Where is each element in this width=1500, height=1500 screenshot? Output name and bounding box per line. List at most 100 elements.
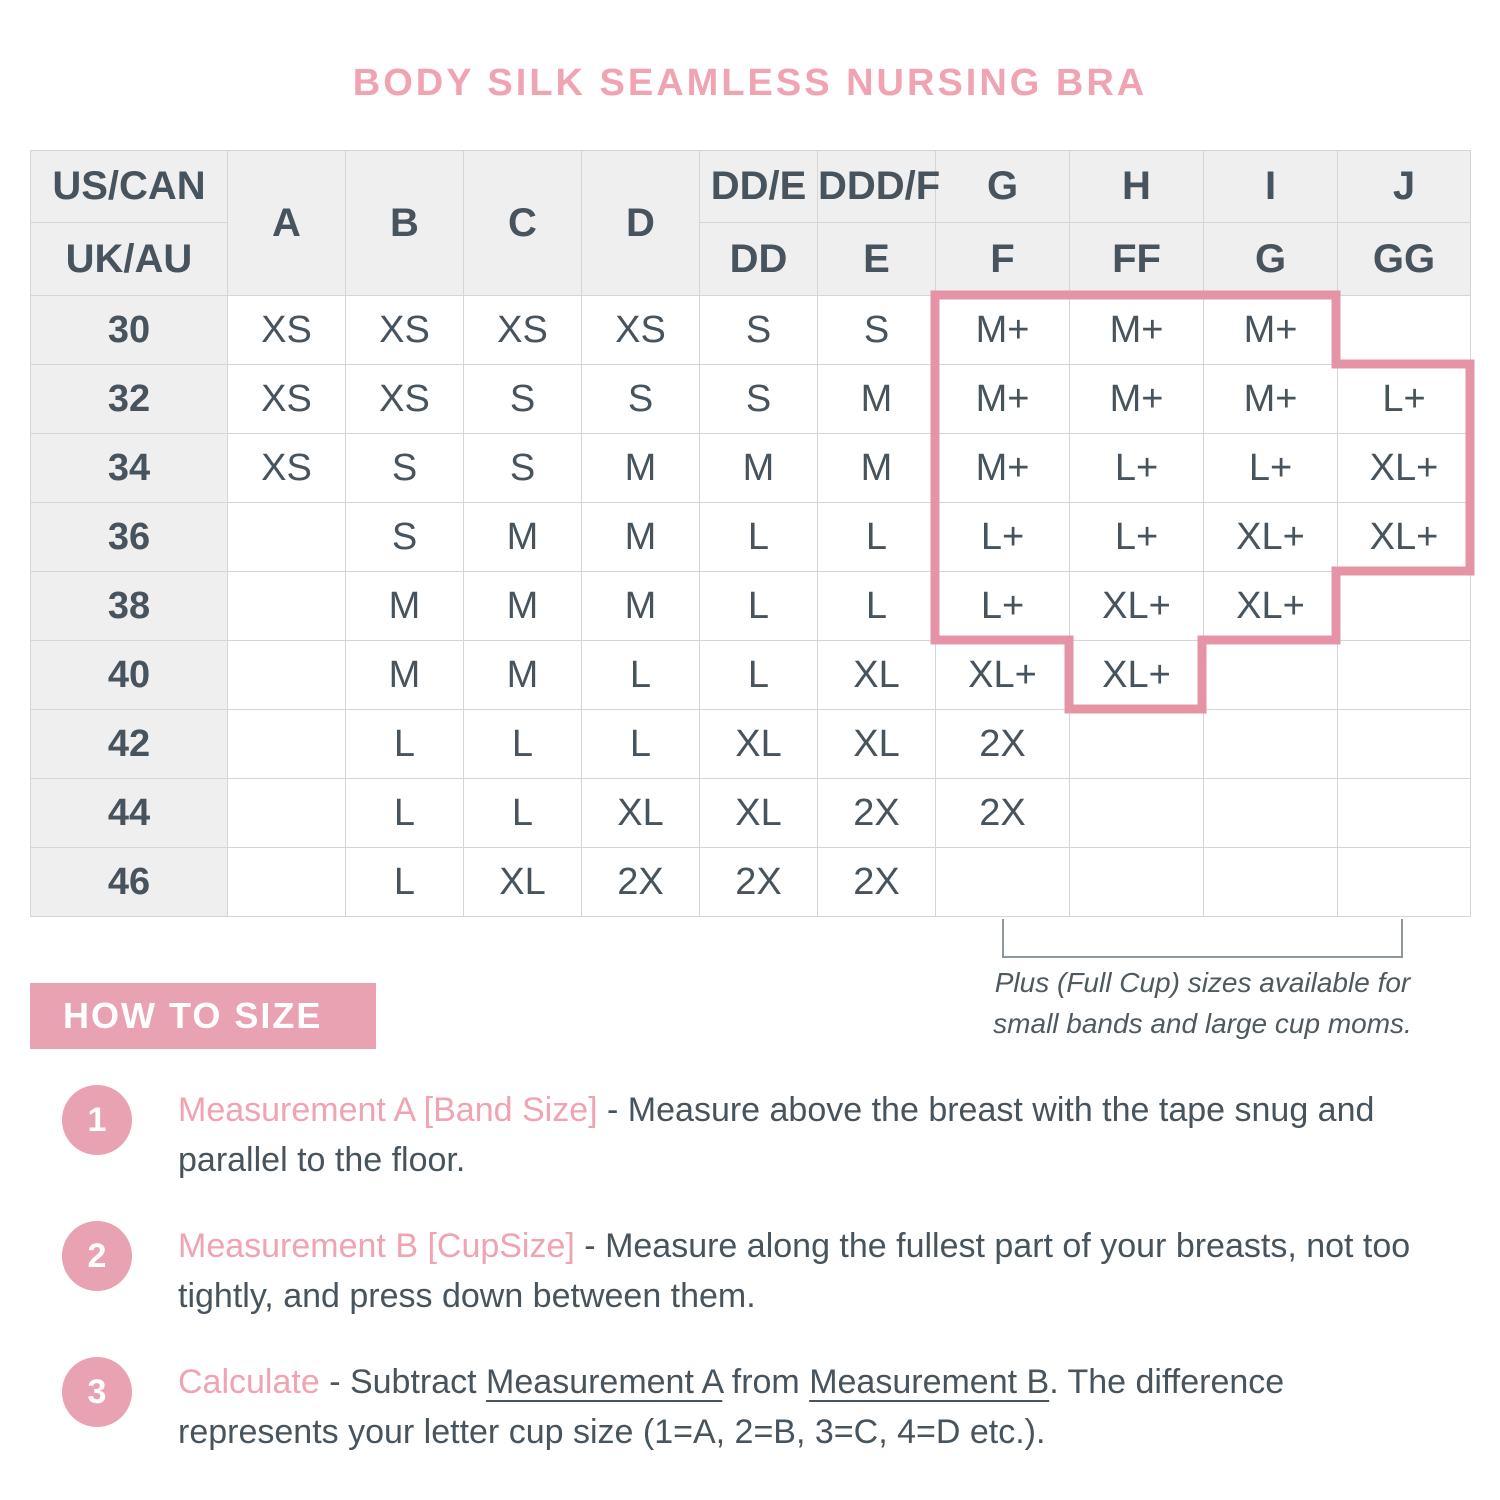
table-row-band-38: 38 M M M L L L+ XL+ XL+ [30,571,1471,641]
size-cell: XS [581,295,700,365]
step-1-body: Measure above the breast with the tape s… [178,1091,1375,1179]
size-cell: XS [345,364,464,434]
size-cell: L [581,709,700,779]
size-cell: 2X [699,847,818,917]
size-cell: M [817,364,936,434]
cup-col-dde-uk: DD [699,222,818,296]
size-cell: S [581,364,700,434]
header-row-us: US/CAN A B C D DD/E DDD/F G H I J [30,150,1471,296]
header-row-uk: UK/AU DD E F FF G GG [30,222,1471,296]
cup-col-dddf-uk: E [817,222,936,296]
size-cell: M+ [1203,295,1338,365]
size-cell [1069,847,1204,917]
size-cell: 2X [581,847,700,917]
cup-col-a: A [227,150,346,296]
size-cell: XL+ [935,640,1070,710]
step-2: 2 Measurement B [CupSize] - Measure alon… [62,1221,1450,1321]
plus-sizes-note-line1: Plus (Full Cup) sizes available for [994,967,1411,998]
step-2-separator: - [574,1227,606,1265]
step-3-number-badge: 3 [62,1357,132,1427]
size-cell [1337,571,1471,641]
underlined-measurement-b: Measurement B [809,1363,1050,1401]
band-size-label: 34 [30,433,228,503]
size-cell: L [463,709,582,779]
cup-col-g-uk: F [935,222,1070,296]
size-cell: XL [699,709,818,779]
size-cell: 2X [935,709,1070,779]
band-size-label: 46 [30,847,228,917]
size-cell: XL+ [1069,640,1204,710]
size-cell: S [463,433,582,503]
size-cell: XS [463,295,582,365]
size-cell: M [581,433,700,503]
size-cell: M+ [1203,364,1338,434]
size-cell: S [699,364,818,434]
cup-col-dde-us: DD/E [699,150,818,223]
step-2-body: Measure along the fullest part of your b… [178,1227,1411,1315]
band-size-label: 40 [30,640,228,710]
plus-sizes-note-line2: small bands and large cup moms. [993,1008,1412,1039]
step-1-text: Measurement A [Band Size] - Measure abov… [178,1085,1448,1185]
region-label-us-can: US/CAN [30,150,228,223]
size-cell [227,847,346,917]
size-cell: L [463,778,582,848]
band-size-label: 42 [30,709,228,779]
step-1-number-badge: 1 [62,1085,132,1155]
size-cell: XS [345,295,464,365]
size-cell: L [817,571,936,641]
step-3-body-segment: Subtract [349,1363,487,1401]
step-2-text: Measurement B [CupSize] - Measure along … [178,1221,1448,1321]
size-cell: XL+ [1069,571,1204,641]
size-cell: L+ [935,571,1070,641]
plus-sizes-note: Plus (Full Cup) sizes available for smal… [960,962,1445,1044]
table-row-band-46: 46 L XL 2X 2X 2X [30,847,1471,917]
region-label-uk-au: UK/AU [30,222,228,296]
size-cell: M [463,502,582,572]
step-2-number-badge: 2 [62,1221,132,1291]
cup-col-i-us: I [1203,150,1338,223]
size-cell: L [817,502,936,572]
size-cell: XL+ [1203,502,1338,572]
size-cell [1203,847,1338,917]
size-cell: M [345,640,464,710]
size-cell [227,709,346,779]
size-cell: L+ [1069,433,1204,503]
step-1-separator: - [597,1091,628,1129]
step-3: 3 Calculate - Subtract Measurement A fro… [62,1357,1450,1457]
size-cell: L [699,571,818,641]
size-cell: L [345,778,464,848]
size-cell: M [581,502,700,572]
size-cell: L+ [1203,433,1338,503]
size-cell [227,778,346,848]
size-cell: M [345,571,464,641]
cup-col-h-us: H [1069,150,1204,223]
size-cell [1203,640,1338,710]
size-cell: S [345,502,464,572]
size-cell [1203,778,1338,848]
cup-col-b: B [345,150,464,296]
size-cell [227,571,346,641]
table-row-band-34: 34 XS S S M M M M+ L+ L+ XL+ [30,433,1471,503]
size-cell [1069,778,1204,848]
cup-col-c: C [463,150,582,296]
band-size-label: 32 [30,364,228,434]
size-cell: M [463,640,582,710]
size-cell: XL [817,640,936,710]
size-cell [1337,640,1471,710]
band-size-label: 44 [30,778,228,848]
cup-col-h-uk: FF [1069,222,1204,296]
cup-col-dddf-us: DDD/F [817,150,940,223]
size-cell: S [345,433,464,503]
step-3-body-segment: . The difference represents your letter … [178,1363,1285,1451]
size-cell: S [463,364,582,434]
size-cell: L+ [1337,364,1471,434]
step-3-text: Calculate - Subtract Measurement A from … [178,1357,1448,1457]
size-cell: L [699,640,818,710]
step-2-title: Measurement B [CupSize] [178,1227,575,1265]
size-cell [227,640,346,710]
size-cell: XL [817,709,936,779]
size-cell: XL+ [1337,502,1471,572]
step-1-title: Measurement A [Band Size] [178,1091,598,1129]
table-row-band-44: 44 L L XL XL 2X 2X [30,778,1471,848]
